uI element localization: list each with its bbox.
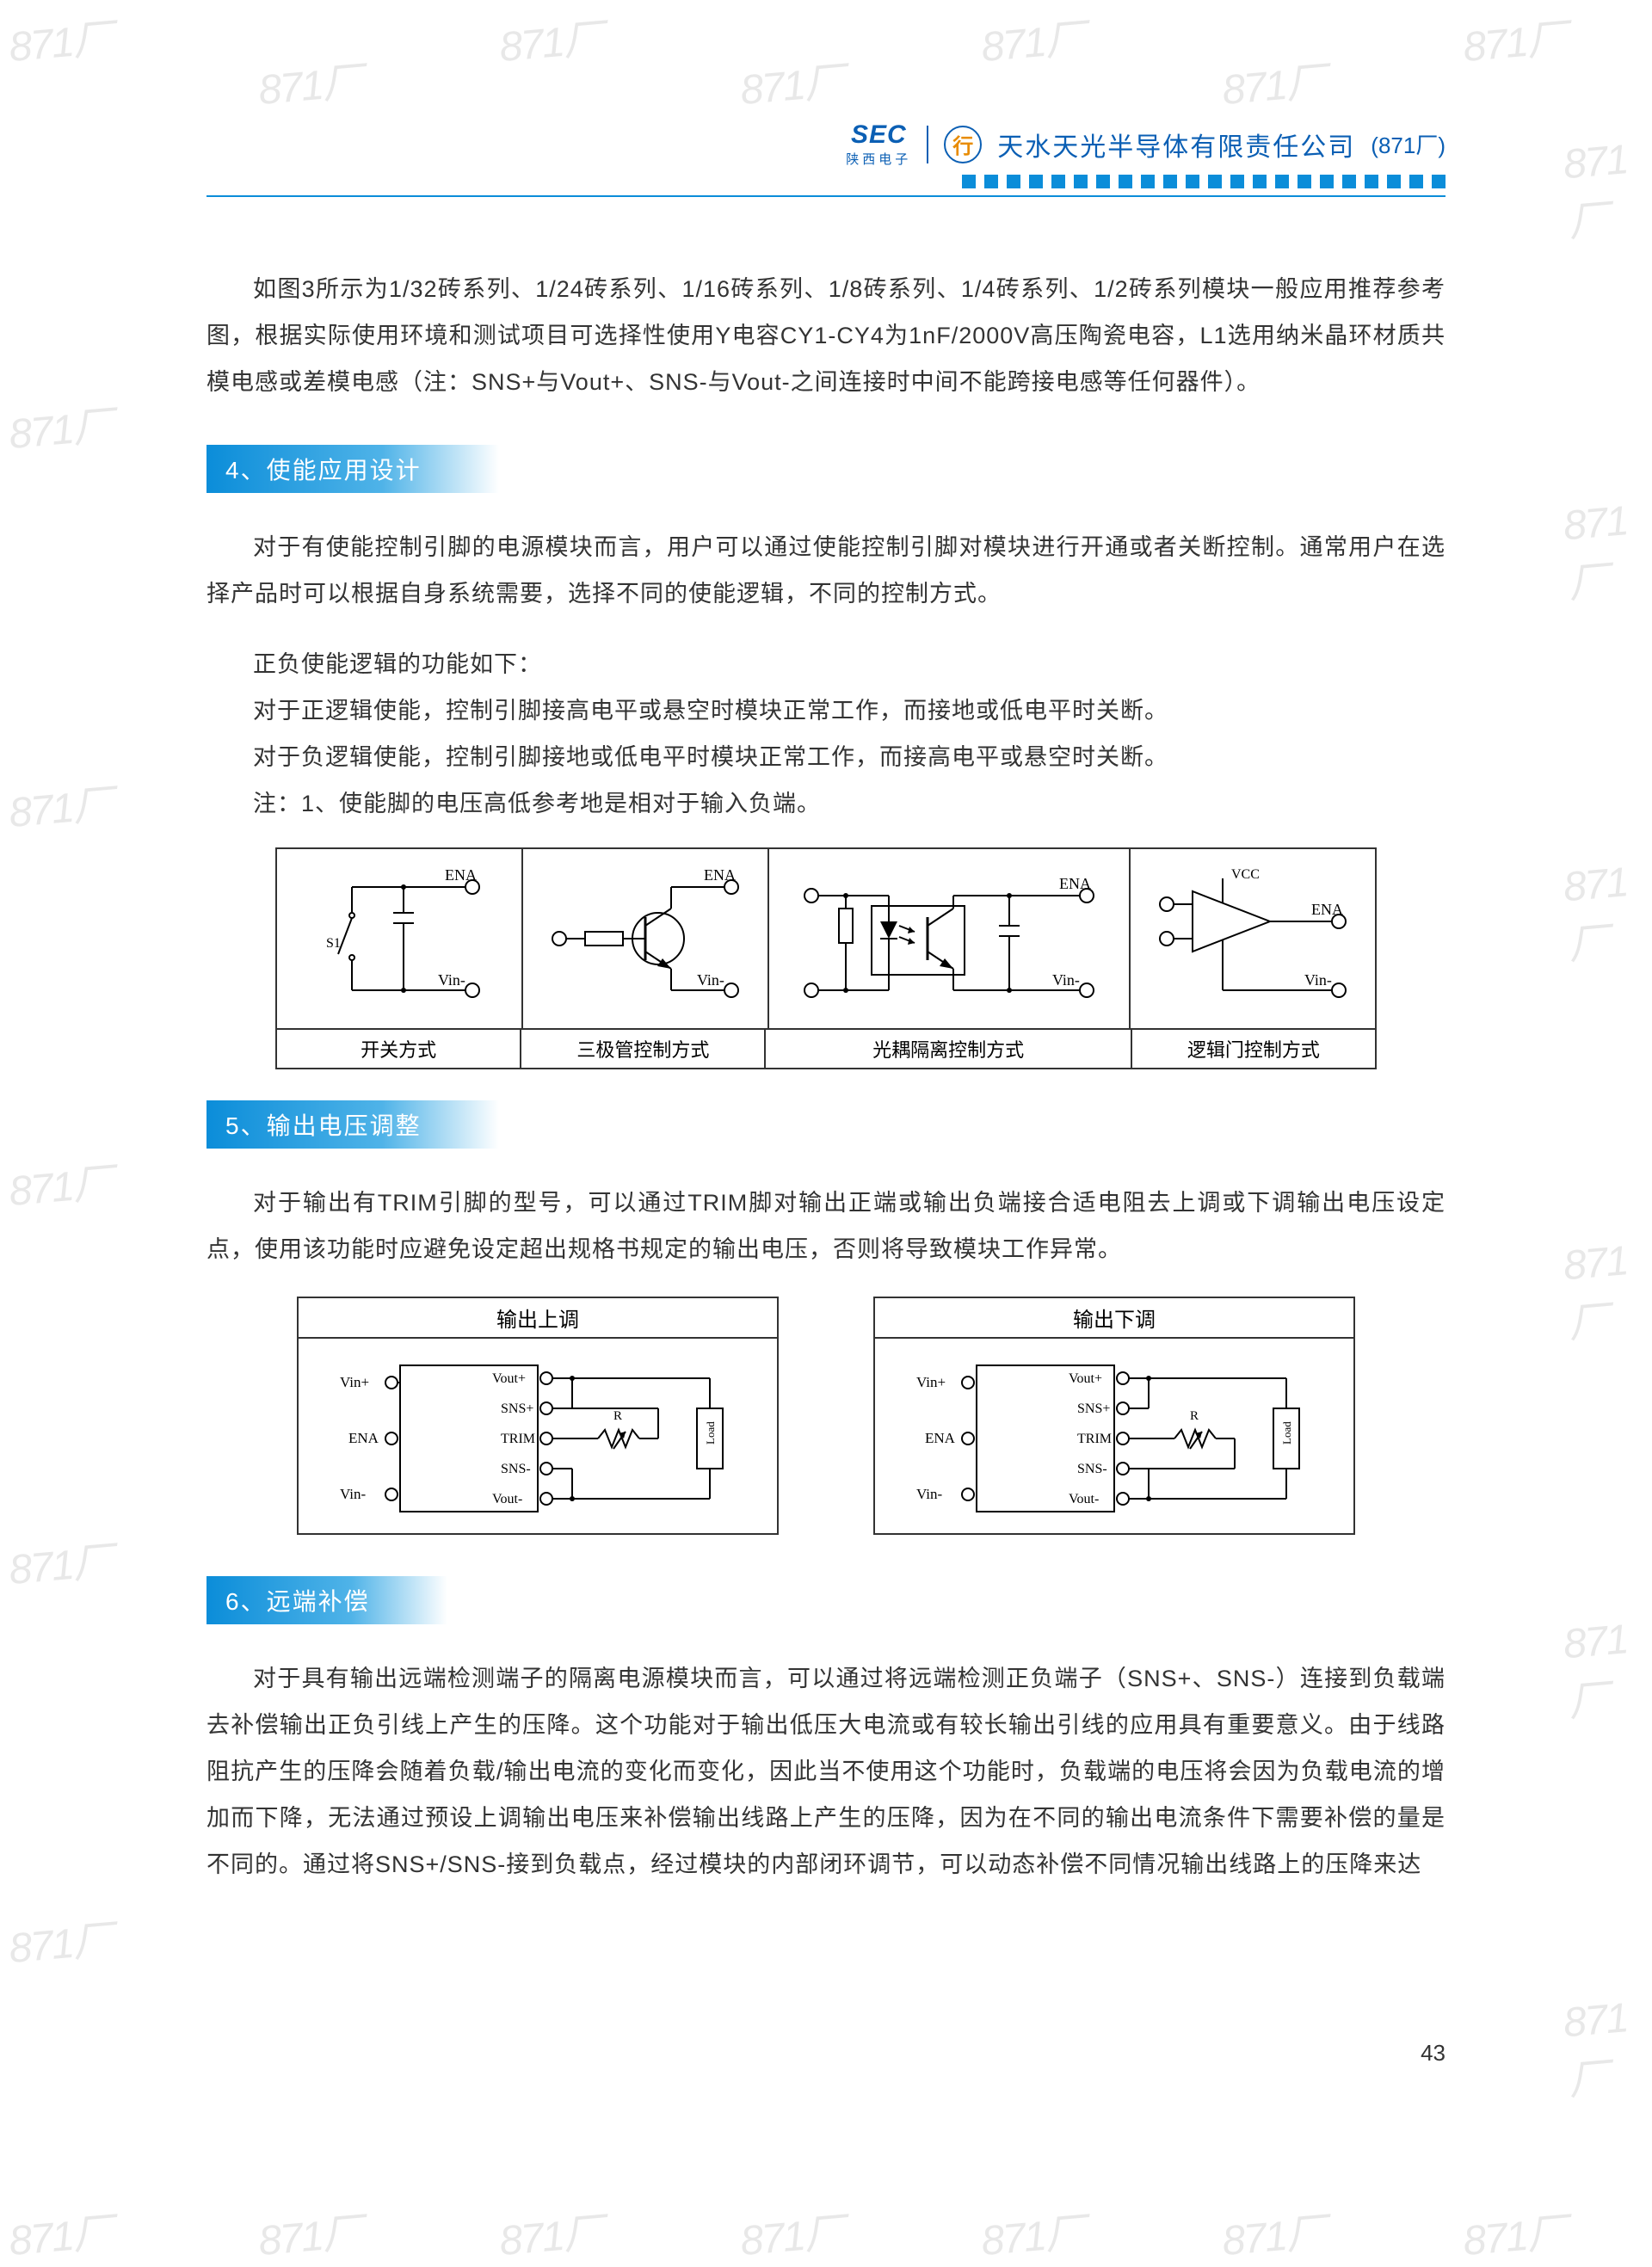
watermark: 871厂 — [6, 1149, 114, 1217]
watermark: 871厂 — [737, 2198, 846, 2267]
circuit-transistor: ENA Vin- — [523, 849, 769, 1028]
svg-text:SNS+: SNS+ — [501, 1401, 533, 1416]
svg-text:ENA: ENA — [704, 866, 736, 884]
svg-text:ENA: ENA — [1059, 875, 1091, 892]
svg-text:Vin+: Vin+ — [340, 1374, 369, 1390]
svg-text:Vin-: Vin- — [1052, 971, 1080, 989]
fig-label-bjt: 三极管控制方式 — [521, 1030, 766, 1068]
watermark: 871厂 — [1562, 857, 1652, 971]
company-name: 天水天光半导体有限责任公司 — [997, 126, 1355, 163]
watermark: 871厂 — [1562, 1235, 1652, 1350]
svg-text:SNS-: SNS- — [1077, 1462, 1107, 1476]
trim-down-column: 输出下调 Vin+ ENA Vin- Vout+ SNS+ TRIM — [873, 1297, 1355, 1535]
watermark: 871厂 — [496, 4, 605, 73]
svg-text:ENA: ENA — [925, 1430, 956, 1446]
watermark: 871厂 — [6, 1527, 114, 1596]
page-header: SEC 陕西电子 行 天水天光半导体有限责任公司 (871厂) — [206, 120, 1446, 168]
section-4-title: 4、使能应用设计 — [206, 445, 499, 493]
logo-divider — [927, 126, 928, 163]
header-dots — [206, 175, 1446, 188]
watermark: 871厂 — [256, 47, 364, 116]
fig-label-logic: 逻辑门控制方式 — [1132, 1030, 1375, 1068]
circuit-optocoupler: ENA Vin- — [769, 849, 1131, 1028]
svg-text:Vin-: Vin- — [1304, 971, 1332, 989]
svg-text:Vin-: Vin- — [438, 971, 465, 989]
watermark: 871厂 — [1562, 1614, 1652, 1728]
svg-text:ENA: ENA — [1311, 901, 1343, 918]
svg-text:R: R — [613, 1409, 622, 1423]
svg-text:ENA: ENA — [348, 1430, 379, 1446]
svg-text:Vout+: Vout+ — [1069, 1371, 1102, 1386]
section-4-line2: 对于正逻辑使能，控制引脚接高电平或悬空时模块正常工作，而接地或低电平时关断。 — [206, 687, 1446, 734]
page-content: SEC 陕西电子 行 天水天光半导体有限责任公司 (871厂) 如图3所示为1/… — [206, 120, 1446, 1912]
section-5-p1: 对于输出有TRIM引脚的型号，可以通过TRIM脚对输出正端或输出负端接合适电阻去… — [206, 1180, 1446, 1272]
trim-up-circuit: Vin+ ENA Vin- Vout+ SNS+ TRIM SNS- Vout- — [297, 1337, 779, 1535]
watermark: 871厂 — [256, 2198, 364, 2267]
trim-up-column: 输出上调 Vin+ ENA Vin- Vout+ — [297, 1297, 779, 1535]
section-4-line3: 对于负逻辑使能，控制引脚接地或低电平时模块正常工作，而接高电平或悬空时关断。 — [206, 734, 1446, 780]
intro-paragraph: 如图3所示为1/32砖系列、1/24砖系列、1/16砖系列、1/8砖系列、1/4… — [206, 266, 1446, 405]
svg-text:S1: S1 — [326, 936, 341, 951]
svg-text:TRIM: TRIM — [501, 1432, 535, 1446]
watermark: 871厂 — [1460, 2198, 1569, 2267]
logo-sec-sub: 陕西电子 — [846, 150, 911, 168]
svg-text:ENA: ENA — [445, 866, 477, 884]
watermark: 871厂 — [6, 4, 114, 73]
factory-code: (871厂) — [1371, 128, 1446, 160]
svg-text:VCC: VCC — [1231, 867, 1260, 882]
section-6-p1: 对于具有输出远端检测端子的隔离电源模块而言，可以通过将远端检测正负端子（SNS+… — [206, 1655, 1446, 1888]
watermark: 871厂 — [978, 2198, 1087, 2267]
section-4-line1: 正负使能逻辑的功能如下： — [206, 641, 1446, 687]
section-4-p1: 对于有使能控制引脚的电源模块而言，用户可以通过使能控制引脚对模块进行开通或者关断… — [206, 524, 1446, 617]
svg-text:SNS+: SNS+ — [1077, 1401, 1110, 1416]
section-4-list: 正负使能逻辑的功能如下： 对于正逻辑使能，控制引脚接高电平或悬空时模块正常工作，… — [206, 641, 1446, 827]
svg-text:Vin-: Vin- — [340, 1486, 366, 1502]
watermark: 871厂 — [6, 1906, 114, 1974]
watermark: 871厂 — [1219, 2198, 1328, 2267]
svg-text:R: R — [1190, 1409, 1199, 1423]
svg-text:Vout+: Vout+ — [492, 1371, 526, 1386]
logo-sec-text: SEC — [851, 120, 907, 150]
section-5-title: 5、输出电压调整 — [206, 1100, 499, 1149]
watermark: 871厂 — [1562, 1993, 1652, 2107]
svg-text:Load: Load — [704, 1421, 717, 1445]
enable-circuits-figure: ENA Vin- S1 — [275, 847, 1377, 1069]
svg-text:Vin-: Vin- — [697, 971, 724, 989]
section-6-title: 6、远端补偿 — [206, 1576, 447, 1624]
page-number: 43 — [1421, 2040, 1446, 2067]
watermark: 871厂 — [1562, 496, 1652, 610]
logo-circle-char: 行 — [952, 129, 973, 159]
trim-figures: 输出上调 Vin+ ENA Vin- Vout+ — [206, 1297, 1446, 1535]
svg-text:SNS-: SNS- — [501, 1462, 531, 1476]
circuit-switch: ENA Vin- S1 — [277, 849, 523, 1028]
watermark: 871厂 — [1460, 4, 1569, 73]
svg-text:Load: Load — [1280, 1421, 1293, 1445]
section-4-line4: 注：1、使能脚的电压高低参考地是相对于输入负端。 — [206, 780, 1446, 827]
watermark: 871厂 — [737, 47, 846, 116]
svg-text:Vout-: Vout- — [492, 1492, 522, 1506]
svg-text:Vin+: Vin+ — [916, 1374, 946, 1390]
svg-text:TRIM: TRIM — [1077, 1432, 1112, 1446]
watermark: 871厂 — [496, 2198, 605, 2267]
trim-up-title: 输出上调 — [297, 1297, 779, 1337]
watermark: 871厂 — [6, 770, 114, 839]
fig-label-switch: 开关方式 — [277, 1030, 521, 1068]
circuit-logic-gate: VCC ENA Vin- — [1131, 849, 1375, 1028]
header-rule — [206, 195, 1446, 197]
watermark: 871厂 — [978, 4, 1087, 73]
svg-text:Vout-: Vout- — [1069, 1492, 1099, 1506]
logo-sec: SEC 陕西电子 — [846, 120, 911, 168]
watermark: 871厂 — [1219, 47, 1328, 116]
watermark: 871厂 — [6, 2198, 114, 2267]
logo-circle-icon: 行 — [944, 126, 982, 163]
trim-down-circuit: Vin+ ENA Vin- Vout+ SNS+ TRIM SNS- Vout- — [873, 1337, 1355, 1535]
trim-down-title: 输出下调 — [873, 1297, 1355, 1337]
watermark: 871厂 — [6, 391, 114, 460]
watermark: 871厂 — [1562, 134, 1652, 249]
svg-text:Vin-: Vin- — [916, 1486, 942, 1502]
fig-label-opto: 光耦隔离控制方式 — [766, 1030, 1131, 1068]
